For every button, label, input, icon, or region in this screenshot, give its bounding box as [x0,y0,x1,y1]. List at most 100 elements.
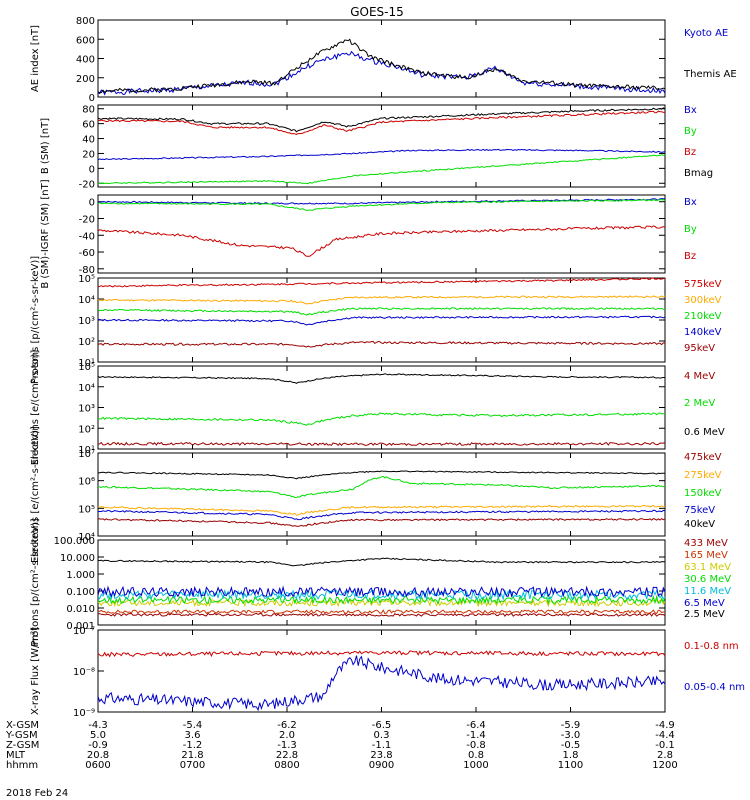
legend-entry: 140keV [684,327,722,338]
y-tick-label: 10.000 [60,553,95,564]
footer-value: -1.2 [183,740,203,751]
legend-entry: 210keV [684,311,722,322]
series-line-bigrf-1 [97,198,666,211]
y-axis-label: Electrons [e/(cm²-s-sr)] [30,350,41,466]
y-tick-label: 10³ [78,316,95,327]
footer-value: -5.4 [183,720,203,731]
y-tick-label: 10³ [78,404,95,415]
y-tick-label: 10⁵ [78,362,95,373]
y-axis-label: X-ray Flux [W/m²] [30,627,41,715]
footer-value: -6.5 [372,720,392,731]
legend-entry: By [684,126,697,137]
y-tick-label: -20 [79,179,95,190]
series-line-protons2-0 [97,612,666,617]
legend-entry: 2.5 MeV [684,609,725,620]
legend-entry: 433 MeV [684,538,728,549]
legend-entry: Themis AE [683,69,737,80]
y-tick-label: 0.100 [66,587,95,598]
legend-entry: 165 MeV [684,550,728,561]
footer-value: -6.2 [277,720,297,731]
series-line-protons1-0 [97,277,666,288]
legend-entry: Bz [684,147,696,158]
panel-protons1: 10¹ 10² 10³ 10⁴ 10⁵ Protons [p/(cm²-s-sr-keV)… [30,256,722,384]
y-tick-label: 1.000 [66,570,95,581]
footer-row-label: MLT [6,750,26,761]
ephemeris-footer: X-GSM -4.3 -5.4 -6.2 -6.5 -6.4 -5.9 -4.9 Y-GSM 5.… [5,720,678,771]
series-line-protons1-2 [97,307,665,316]
legend-entry: 475keV [684,452,722,463]
y-tick-label: -40 [79,231,95,242]
series-line-bsm-3 [97,107,666,133]
y-axis-label: AE index [nT] [30,25,41,92]
series-line-protons2-1 [97,609,666,615]
footer-value: -0.5 [561,740,581,751]
y-tick-label: 400 [76,55,95,66]
y-tick-label: 100.000 [54,536,95,547]
legend-entry: By [684,224,697,235]
legend-entry: 300keV [684,295,722,306]
footer-value: 0600 [85,760,110,771]
y-tick-label: 10¹ [78,358,95,369]
footer-value: -1.4 [466,730,486,741]
legend-entry: 75keV [684,505,715,516]
legend-entry: 0.6 MeV [684,427,725,438]
footer-row-label: Y-GSM [5,730,38,741]
y-tick-label: 600 [76,35,95,46]
legend-entry: 2 MeV [684,398,715,409]
series-line-bsm-1 [97,153,666,185]
footer-value: 3.6 [185,730,201,741]
y-tick-label: 0 [89,93,95,104]
y-tick-label: 10⁷ [78,449,95,460]
series-line-electrons1-1 [97,412,666,426]
y-tick-label: 10⁴ [78,532,95,543]
legend-entry: 30.6 MeV [684,574,731,585]
footer-row-label: Z-GSM [6,740,39,751]
y-tick-label: 10⁶ [78,477,95,488]
footer-value: 2.0 [279,730,295,741]
legend-entry: 0.1-0.8 nm [684,641,739,652]
y-axis-label: B (SM)-IGRF (SM) [nT] [40,179,51,288]
y-tick-label: 10⁻⁹ [73,708,95,719]
panel-frame [97,104,666,188]
series-line-electrons2-2 [98,475,666,499]
footer-value: 1200 [652,760,677,771]
y-tick-label: 800 [76,16,95,27]
footer-value: -1.3 [277,740,297,751]
footer-value: 0900 [369,760,394,771]
y-tick-label: 10⁴ [78,383,95,394]
series-line-electrons2-1 [98,504,666,516]
footer-value: 0.8 [468,750,484,761]
legend-entry: 11.6 MeV [684,586,731,597]
footer-value: -1.1 [372,740,392,751]
series-line-bsm-0 [97,148,666,161]
y-tick-label: 10⁴ [78,295,95,306]
panel-frame [97,365,666,450]
y-tick-label: 80 [82,105,95,116]
y-tick-label: 60 [82,120,95,131]
y-tick-label: -20 [79,214,95,225]
panel-frame [97,194,666,274]
y-tick-label: 0.010 [66,604,95,615]
legend-entry: 150keV [684,488,722,499]
y-axis-label: B (SM) [nT] [40,118,51,174]
footer-value: 0700 [180,760,205,771]
series-line-xray-0 [97,650,666,658]
y-tick-label: -60 [79,248,95,259]
panel-frame [97,452,666,537]
footer-value: -5.9 [561,720,581,731]
legend-entry: 575keV [684,279,722,290]
footer-value: -0.9 [88,740,108,751]
legend-entry: Bx [684,105,697,116]
series-line-bigrf-0 [97,198,666,205]
y-tick-label: 10² [78,337,95,348]
y-tick-label: 10⁵ [78,274,95,285]
legend-entry: 40keV [684,519,715,530]
series-line-protons2-6 [97,557,665,567]
y-tick-label: 20 [82,149,95,160]
y-tick-label: 10⁻⁷ [73,626,95,637]
footer-value: 22.8 [276,750,298,761]
panel-xray: 10⁻⁹ 10⁻⁸ 10⁻⁷ X-ray Flux [W/m²] 0.1-0.8 nm 0… [30,626,745,719]
legend-entry: Bx [684,197,697,208]
panel-bigrf: -80 -60 -40 -20 0 B (SM)-IGRF (SM) [nT] Bx By Bz [40,179,697,288]
